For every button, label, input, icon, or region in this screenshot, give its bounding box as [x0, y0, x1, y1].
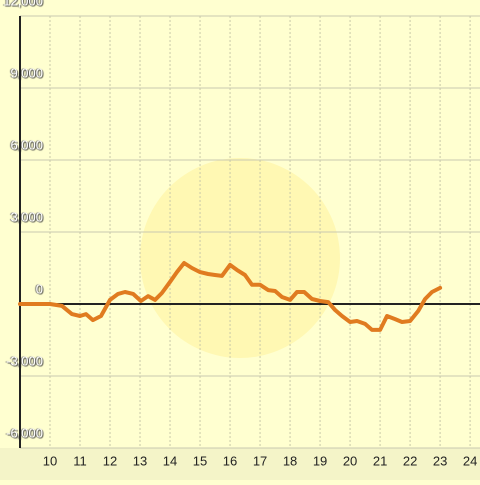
- x-tick-label: 14: [163, 453, 177, 468]
- x-tick-label: 15: [193, 453, 207, 468]
- x-tick-label: 24: [463, 453, 477, 468]
- x-tick-label: 17: [253, 453, 267, 468]
- x-tick-label: 23: [433, 453, 447, 468]
- x-tick-label: 10: [43, 453, 57, 468]
- x-axis-band: [0, 448, 480, 480]
- y-tick-label: -6,000: [6, 425, 43, 440]
- x-tick-label: 19: [313, 453, 327, 468]
- x-tick-label: 12: [103, 453, 117, 468]
- x-tick-label: 20: [343, 453, 357, 468]
- y-tick-label: 12,000: [3, 0, 43, 8]
- x-tick-label: 21: [373, 453, 387, 468]
- y-tick-label: 3,000: [10, 209, 43, 224]
- y-tick-label: -3,000: [6, 353, 43, 368]
- y-tick-label: 9,000: [10, 65, 43, 80]
- x-tick-label: 22: [403, 453, 417, 468]
- y-tick-label: 6,000: [10, 137, 43, 152]
- y-tick-label: 0: [36, 281, 43, 296]
- x-tick-label: 16: [223, 453, 237, 468]
- x-tick-label: 18: [283, 453, 297, 468]
- x-tick-label: 11: [73, 453, 87, 468]
- x-tick-label: 13: [133, 453, 147, 468]
- data-line: [18, 261, 443, 332]
